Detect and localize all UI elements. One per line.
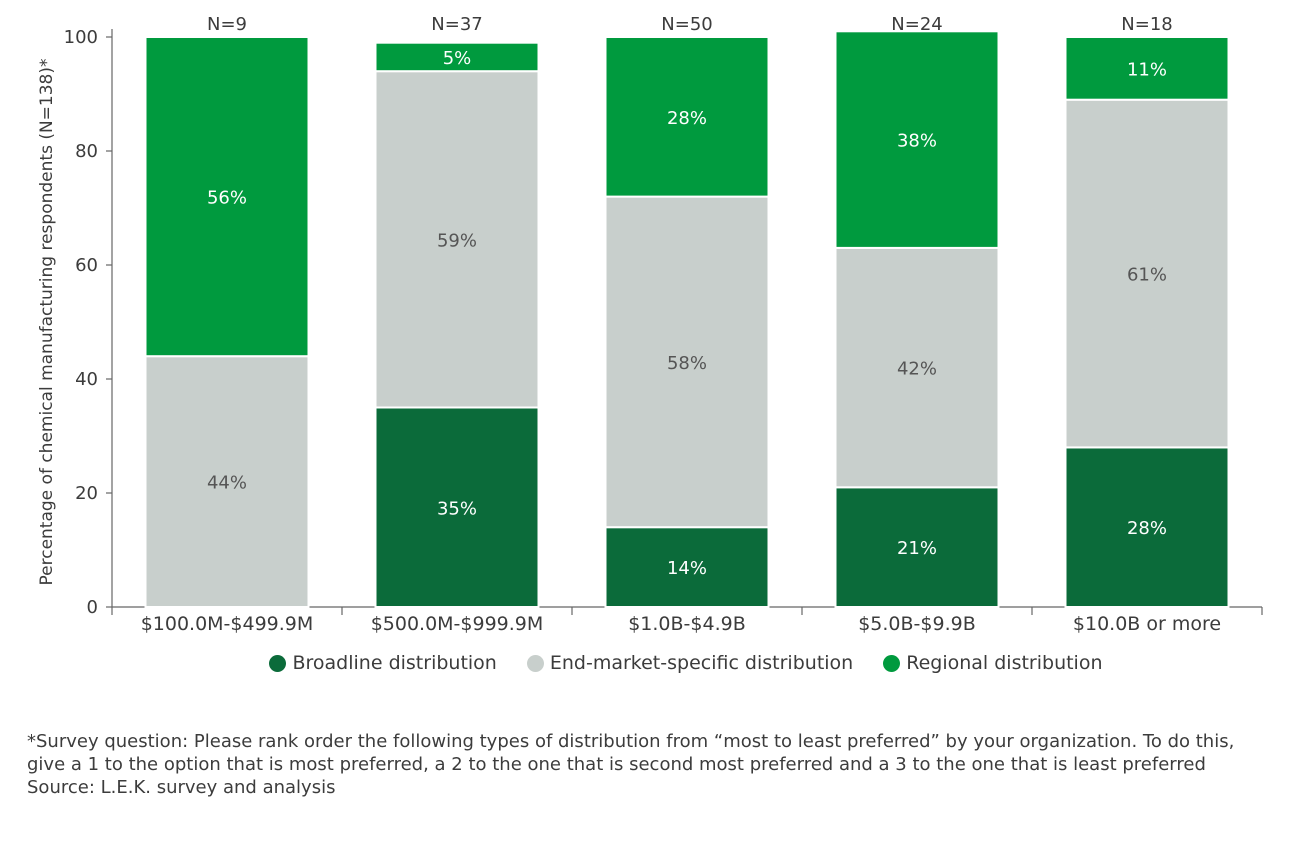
x-category-label: $100.0M-$499.9M [141,613,314,635]
bar-value-label: 14% [667,558,707,579]
y-tick-label: 100 [64,27,98,48]
bar-value-label: 42% [897,359,937,380]
bar-value-label: 44% [207,473,247,494]
y-tick-label: 40 [75,369,98,390]
footnote: *Survey question: Please rank order the … [27,730,1277,799]
bar-n-label: N=37 [431,14,482,35]
bar-value-label: 56% [207,188,247,209]
legend-swatch-regional [883,654,901,672]
bar-segment [144,355,310,609]
bar-n-label: N=50 [661,14,712,35]
bar-n-label: N=18 [1121,14,1172,35]
legend-swatch-broadline [269,654,287,672]
y-tick-label: 20 [75,483,98,504]
bar-segment [374,41,540,73]
bar-segment [604,526,770,609]
legend-swatch-end-market [526,654,544,672]
legend-item-end-market: End-market-specific distribution [526,652,854,674]
bar-segment [604,36,770,198]
bar-value-label: 35% [437,498,477,519]
bar-value-label: 59% [437,230,477,251]
bar-segment [1064,36,1230,101]
legend-label-end-market: End-market-specific distribution [549,652,854,674]
x-category-label: $5.0B-$9.9B [858,613,976,635]
bar-segment [1064,98,1230,449]
bar-segment [374,70,540,409]
bar-value-label: 28% [1127,518,1167,539]
x-category-label: $1.0B-$4.9B [628,613,746,635]
bar-segment [1064,446,1230,608]
bar-segment [144,36,310,358]
y-axis-title: Percentage of chemical manufacturing res… [37,59,57,586]
legend-label-broadline: Broadline distribution [292,652,497,674]
stacked-bar-chart: 0 20 40 60 80 100 Percentage of chemical manuf… [37,14,1263,635]
bar-value-label: 58% [667,353,707,374]
bar-segment [834,246,1000,489]
chart-legend: Broadline distribution End-market-specif… [0,652,1300,674]
bar-n-label: N=9 [207,14,247,35]
legend-item-regional: Regional distribution [883,652,1103,674]
x-category-label: $10.0B or more [1073,613,1221,635]
y-tick-label: 60 [75,255,98,276]
y-tick-label: 80 [75,141,98,162]
footnote-source: Source: L.E.K. survey and analysis [27,777,336,798]
footnote-survey-question: *Survey question: Please rank order the … [27,731,1235,775]
bar-segment [604,195,770,529]
bar-segment [374,406,540,608]
bar-value-label: 38% [897,131,937,152]
legend-item-broadline: Broadline distribution [269,652,497,674]
x-category-label: $500.0M-$999.9M [371,613,544,635]
bar-value-label: 61% [1127,265,1167,286]
bar-n-label: N=24 [891,14,942,35]
y-tick-label: 0 [87,597,98,618]
legend-label-regional: Regional distribution [906,652,1103,674]
bar-value-label: 11% [1127,59,1167,80]
bar-segment [834,486,1000,608]
bar-segment [834,30,1000,249]
bar-value-label: 5% [443,48,472,69]
bar-value-label: 28% [667,108,707,129]
bar-value-label: 21% [897,538,937,559]
